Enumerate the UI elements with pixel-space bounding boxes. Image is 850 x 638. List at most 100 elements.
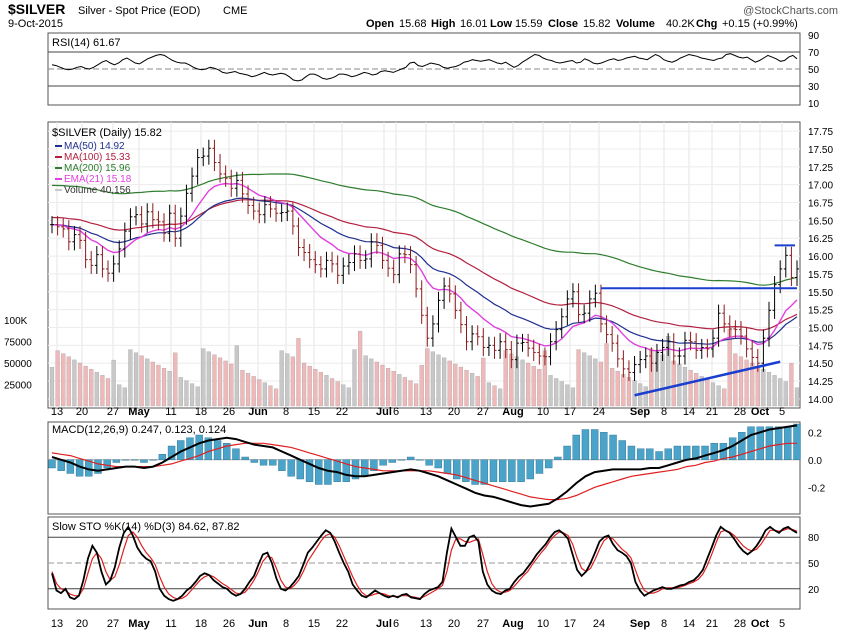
volume-bar [329, 378, 335, 407]
stoch-k-line [51, 525, 798, 602]
x-tick-label: Aug [502, 406, 523, 418]
x-tick-label: 5 [779, 618, 785, 630]
macd-histogram-bar [600, 432, 608, 460]
volume-bar [576, 349, 581, 407]
volume-bar [559, 381, 564, 407]
volume-bar [212, 354, 217, 407]
macd-histogram-bar [517, 459, 525, 482]
macd-histogram-bar [48, 459, 56, 469]
volume-bar [150, 361, 155, 407]
volume-bar [598, 361, 604, 407]
macd-histogram-bar [278, 459, 286, 471]
x-tick-label: 10 [537, 406, 549, 418]
volume-bar [722, 388, 727, 407]
volume-bar [77, 362, 83, 407]
volume-bar [251, 376, 256, 407]
volume-bar [66, 356, 71, 407]
x-tick-label: 27 [107, 618, 119, 630]
macd-histogram-bar [232, 448, 240, 460]
volume-bar [380, 364, 385, 407]
volume-bar [61, 353, 66, 407]
volume-bar [660, 354, 665, 407]
macd-histogram-bar [452, 459, 461, 480]
volume-bar [486, 382, 492, 407]
stochastic-title: Slow STO %K(14) %D(3) 84.62, 87.82 [52, 521, 240, 533]
volume-bar [453, 363, 458, 407]
price-y-tick: 17.25 [808, 163, 833, 174]
volume-y-tick: 100K [4, 316, 28, 327]
x-tick-label: 27 [477, 406, 489, 418]
x-tick-label: 13 [420, 618, 432, 630]
volume-bar [794, 387, 800, 407]
volume-bar [273, 388, 279, 407]
x-tick-label: 21 [706, 406, 718, 418]
macd-histogram-bar [379, 459, 387, 466]
volume-bar [279, 350, 284, 407]
price-y-tick: 14.50 [808, 359, 833, 370]
volume-bar [694, 373, 699, 407]
macd-histogram-bar [581, 429, 590, 460]
x-tick-label: 22 [336, 406, 348, 418]
volume-bar [234, 345, 239, 407]
x-tick-label: 11 [165, 618, 176, 630]
volume-bar [727, 328, 732, 407]
macd-histogram-bar [646, 448, 654, 460]
volume-bar [554, 378, 559, 407]
price-y-tick: 16.75 [808, 199, 833, 210]
volume-bar [789, 363, 794, 407]
volume-bar [744, 359, 749, 407]
volume-y-tick: 25000 [4, 381, 32, 392]
volume-bar [49, 367, 55, 407]
macd-histogram-bar [342, 459, 351, 482]
macd-histogram-bar [673, 445, 682, 460]
macd-histogram-bar [609, 434, 617, 460]
volume-bar [301, 362, 307, 407]
volume-bar [738, 356, 744, 407]
macd-histogram-bar [149, 459, 157, 461]
macd-histogram-bar [774, 426, 783, 460]
macd-histogram-bar [425, 459, 433, 466]
x-tick-label: 13 [51, 406, 63, 418]
volume-bar [402, 377, 407, 407]
ma100-line [51, 199, 798, 331]
volume-bar [161, 368, 167, 407]
macd-y-tick: -0.2 [808, 483, 826, 494]
volume-bar [430, 351, 435, 407]
volume-value: 40.2K [666, 18, 695, 30]
volume-y-tick: 50000 [4, 359, 32, 370]
rsi-y-tick: 90 [808, 31, 820, 42]
x-tick-label: 22 [336, 618, 348, 630]
macd-histogram-bar [66, 459, 75, 474]
macd-histogram-bar [269, 459, 277, 466]
macd-histogram-bar [112, 459, 121, 463]
volume-bar [313, 369, 318, 407]
volume-bar [133, 352, 139, 407]
price-y-tick: 17.75 [808, 127, 833, 138]
volume-bar [526, 362, 531, 407]
close-label: Close [548, 18, 578, 30]
watermark: @StockCharts.com [743, 5, 838, 17]
volume-bar [397, 374, 402, 407]
rsi-y-tick: 50 [808, 65, 820, 76]
price-y-tick: 15.75 [808, 270, 833, 281]
high-value: 16.01 [460, 18, 488, 30]
macd-histogram-bar [462, 459, 470, 482]
x-tick-label: 6 [393, 618, 399, 630]
x-tick-label: 24 [593, 618, 605, 630]
macd-histogram-bar [655, 451, 663, 460]
macd-line [51, 424, 798, 508]
macd-histogram-bar [131, 459, 139, 461]
price-y-tick: 16.00 [808, 252, 833, 263]
macd-histogram-bar [563, 445, 571, 460]
volume-bar [458, 366, 464, 407]
volume-bar [615, 371, 620, 407]
macd-histogram-bar [618, 440, 626, 460]
x-tick-label: 26 [223, 618, 235, 630]
volume-bar [83, 365, 88, 407]
volume-bar [414, 383, 419, 407]
volume-label: Volume [616, 18, 655, 30]
volume-bar [318, 372, 323, 407]
macd-histogram-bar [756, 426, 764, 460]
x-tick-label: 11 [165, 406, 176, 418]
